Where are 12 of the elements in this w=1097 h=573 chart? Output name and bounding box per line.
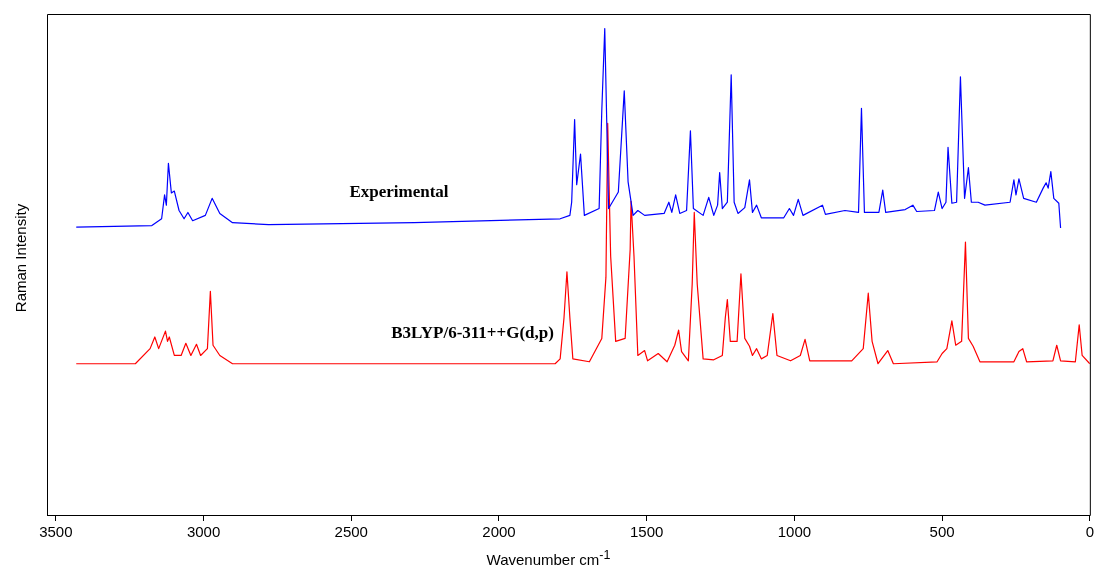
x-tick-label: 2500 bbox=[334, 523, 368, 541]
series-label: B3LYP/6-311++G(d,p) bbox=[391, 322, 554, 342]
x-tick-label: 0 bbox=[1085, 523, 1094, 541]
x-tick-label: 3000 bbox=[186, 523, 221, 541]
x-tick-label: 1000 bbox=[777, 523, 812, 541]
x-tick-label: 3500 bbox=[39, 523, 73, 541]
x-axis-title: Wavenumber cm$^{-1}$ bbox=[485, 547, 612, 569]
series-label: Experimental bbox=[349, 181, 449, 201]
x-tick-label: 2000 bbox=[482, 523, 516, 541]
x-tick-label: 1500 bbox=[630, 523, 664, 541]
y-axis-title: Raman Intensity bbox=[11, 203, 29, 313]
x-tick-label: 500 bbox=[929, 523, 955, 541]
